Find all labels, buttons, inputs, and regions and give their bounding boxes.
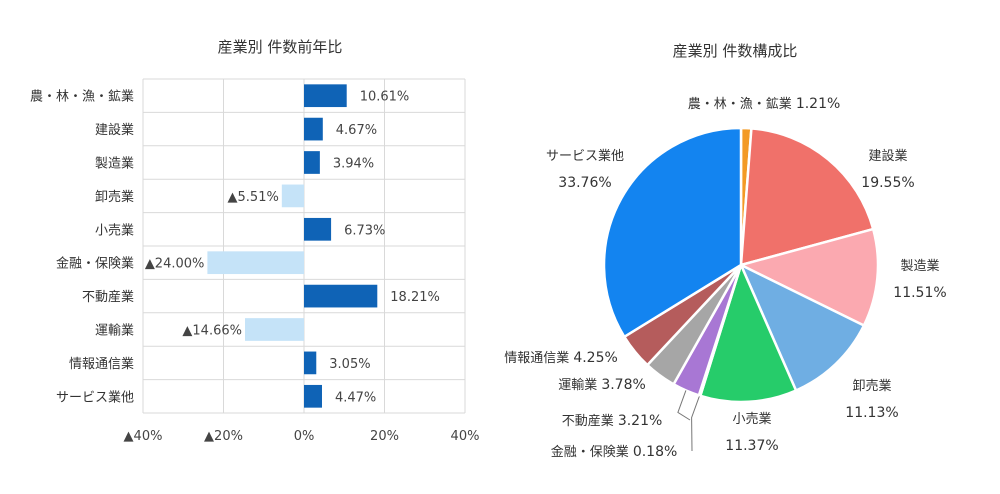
bar-value-label: 10.61%: [360, 90, 410, 105]
pie-slice: [739, 263, 866, 392]
bar: [304, 217, 332, 241]
pie-slice-value: 33.76%: [558, 175, 611, 191]
pie-slice-value: 11.51%: [893, 285, 946, 301]
bar-value-label: 4.47%: [335, 390, 376, 405]
bar-value-label: 18.21%: [390, 290, 440, 305]
bar: [207, 251, 304, 275]
bar: [304, 151, 320, 174]
bar-category-label: 運輸業: [95, 323, 134, 339]
pie-slice-label: 製造業: [900, 258, 939, 274]
bar-category-label: 卸売業: [95, 189, 134, 205]
bar-value-label: ▲24.00%: [145, 257, 205, 272]
pie-slice-label: 金融・保険業 0.18%: [551, 444, 678, 460]
pie-slice: [739, 127, 875, 267]
bar: [281, 184, 304, 208]
pie-slice-label: 運輸業 3.78%: [558, 377, 646, 393]
pie-slice-label: 情報通信業 4.25%: [504, 350, 618, 366]
bar: [304, 84, 347, 108]
bar-x-tick-label: 20%: [370, 429, 399, 444]
pie-slice-value: 11.37%: [725, 438, 778, 454]
pie-slice-label: 卸売業: [852, 378, 891, 394]
pie-chart-title: 産業別 件数構成比: [673, 42, 798, 60]
bar-value-label: 3.05%: [329, 357, 370, 372]
bar-category-label: 建設業: [95, 122, 134, 138]
bar-chart-title: 産業別 件数前年比: [218, 38, 343, 56]
bar-x-tick-label: 0%: [294, 429, 315, 444]
bar-value-label: ▲5.51%: [228, 190, 279, 205]
pie-slice-label: 不動産業 3.21%: [562, 413, 663, 429]
bar: [244, 318, 304, 341]
bar-chart: ▲40% ▲20% 0% 20% 40% 農・林・漁・鉱業 10.61% 建設業 4.67% 製造…: [30, 78, 480, 444]
pie-slice: [739, 227, 880, 327]
pie-leader-line: [677, 390, 691, 421]
pie-slice-value: 11.13%: [845, 405, 898, 421]
bar-category-label: サービス業他: [56, 389, 134, 405]
pie-slice-label: 農・林・漁・鉱業 1.21%: [688, 96, 841, 112]
bar-x-tick-label: ▲40%: [124, 429, 163, 444]
bar-category-label: 小売業: [95, 222, 134, 238]
pie-slice-label: 小売業: [732, 411, 771, 427]
bar-category-label: 金融・保険業: [56, 256, 134, 272]
bar-x-tick-label: 40%: [451, 429, 480, 444]
bar-value-label: ▲14.66%: [182, 324, 242, 339]
pie-leader-line: [691, 395, 701, 452]
bar-category-label: 農・林・漁・鉱業: [30, 89, 134, 105]
pie-slice-label: サービス業他: [546, 148, 624, 164]
pie-slice-value: 19.55%: [861, 175, 914, 191]
bar-category-label: 製造業: [95, 156, 134, 172]
bar: [304, 351, 317, 375]
bar-category-label: 情報通信業: [69, 356, 134, 372]
bar-value-label: 4.67%: [336, 123, 377, 138]
pie-slice: [699, 263, 798, 404]
bar-value-label: 3.94%: [333, 157, 374, 172]
bar: [304, 384, 322, 408]
pie-chart: 農・林・漁・鉱業 1.21% 建設業 19.55% 製造業 11.51% 卸売業 11.13…: [504, 96, 947, 460]
pie-slice-label: 建設業: [868, 148, 907, 164]
pie-slice: [602, 126, 743, 339]
bar: [304, 117, 323, 141]
bar-x-tick-label: ▲20%: [204, 429, 243, 444]
bar: [304, 284, 378, 308]
bar-category-label: 不動産業: [82, 289, 134, 305]
bar-value-label: 6.73%: [344, 223, 385, 238]
